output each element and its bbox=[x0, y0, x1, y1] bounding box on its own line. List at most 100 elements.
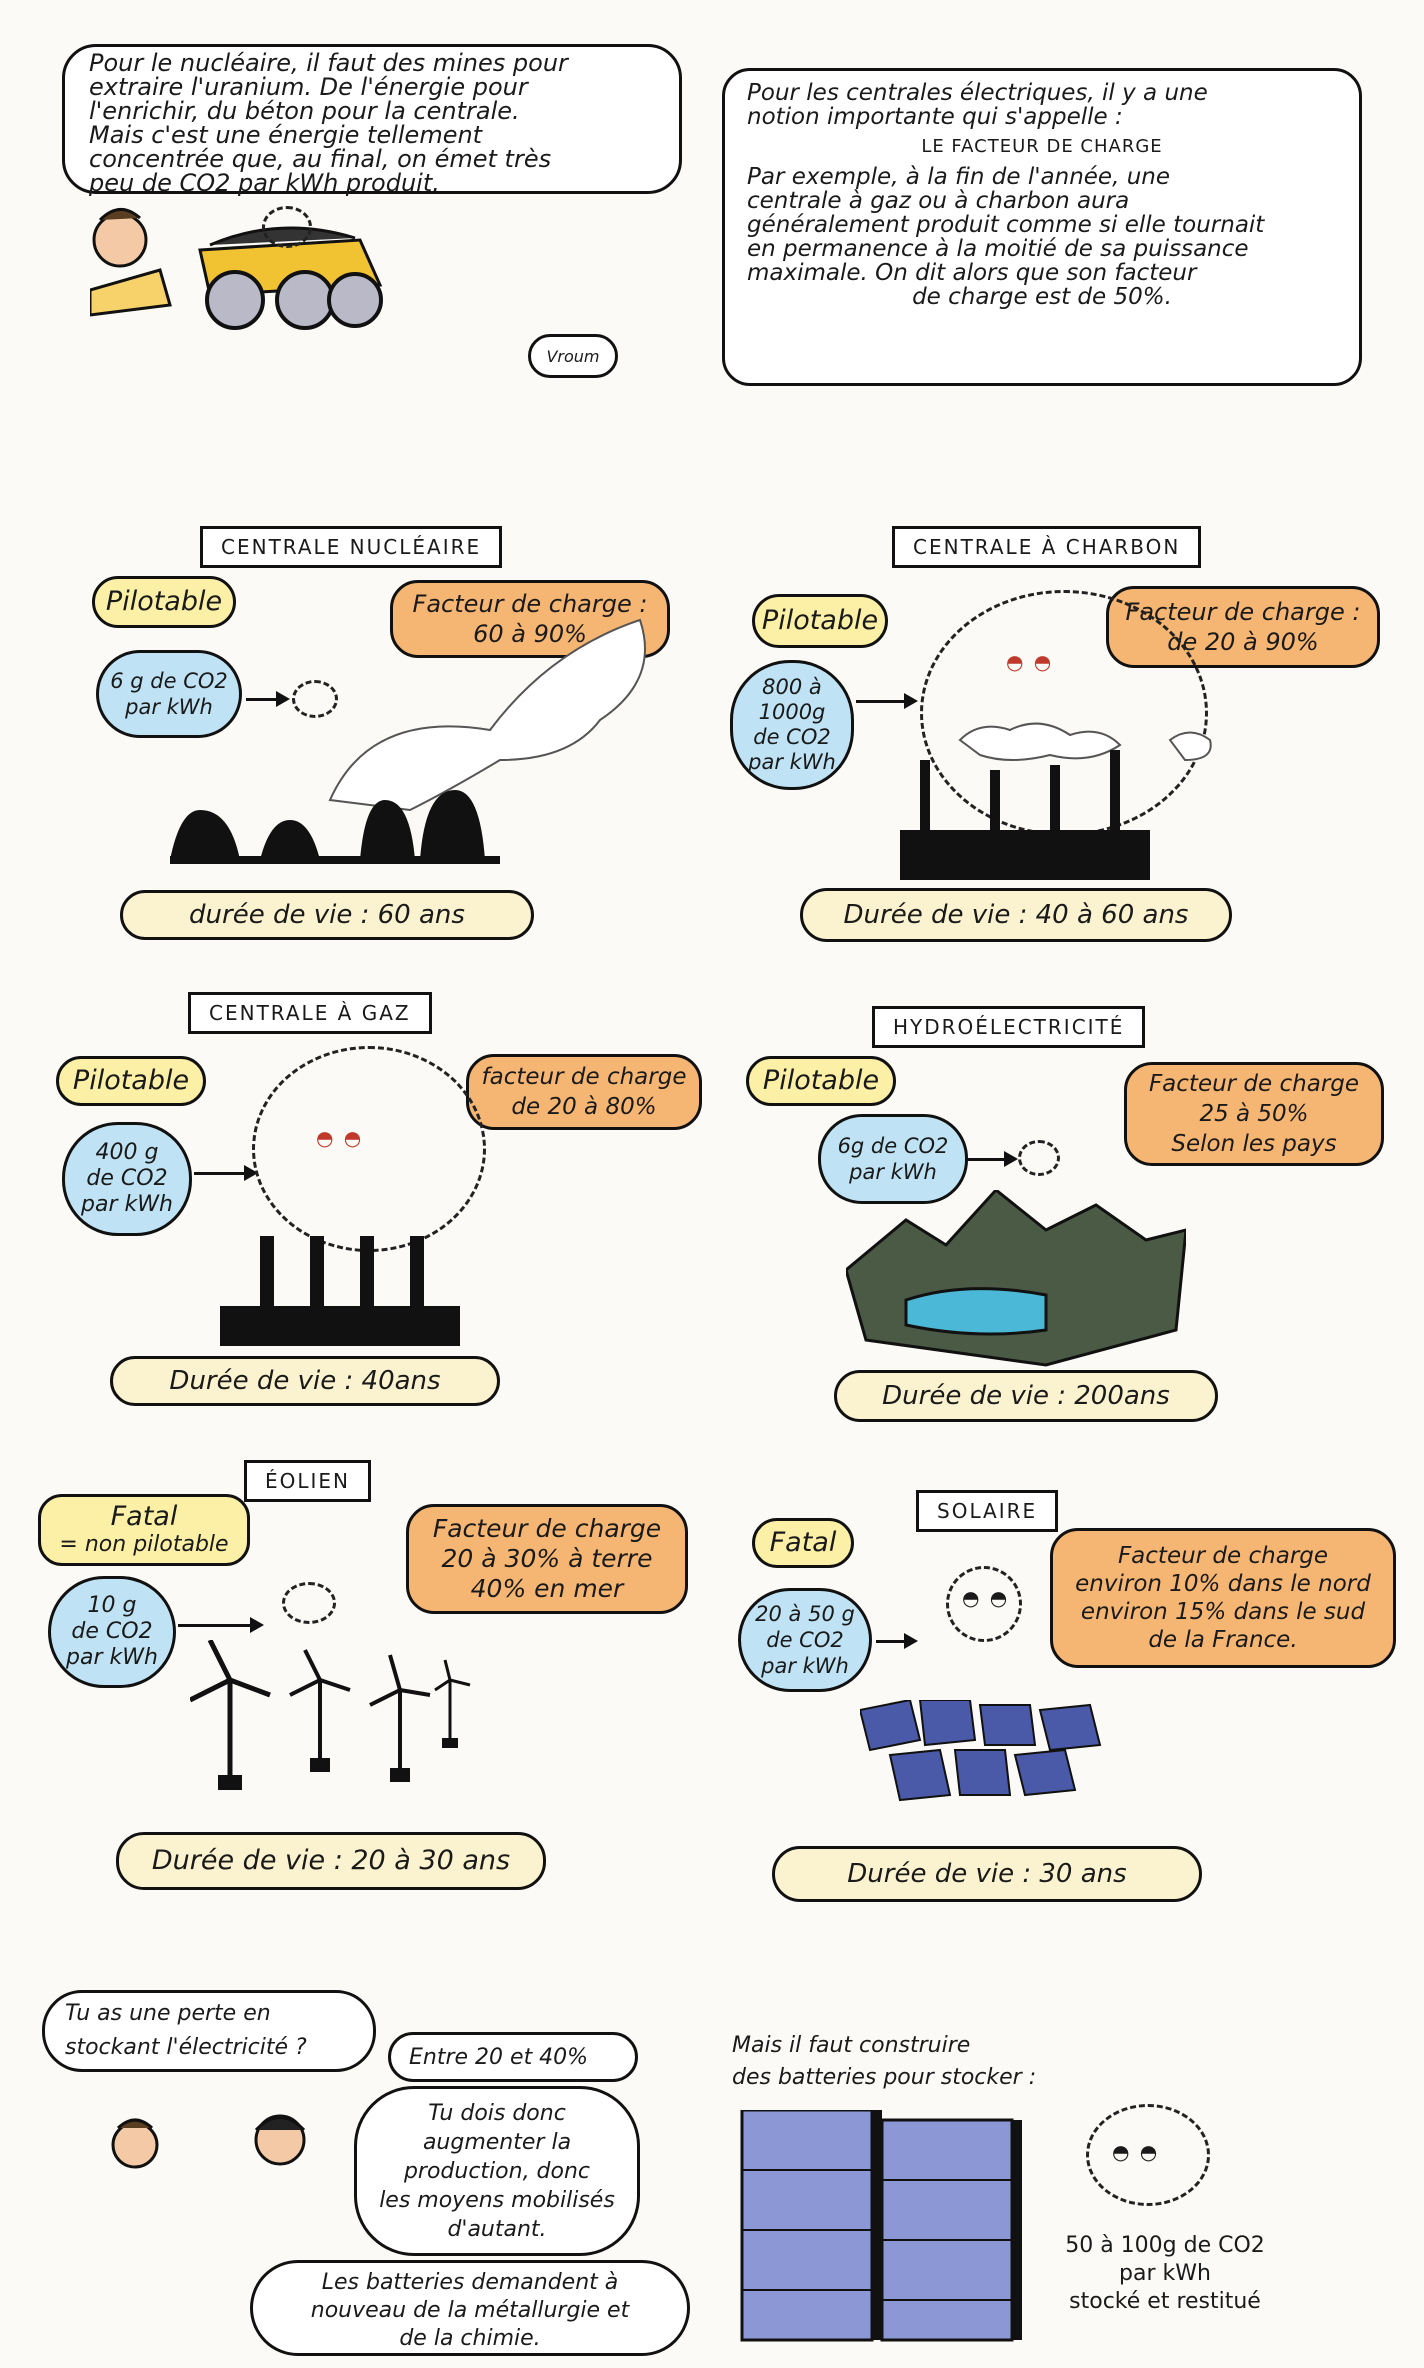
text-line: Mais c'est une énergie tellement bbox=[89, 121, 483, 149]
solar-title: Solaire bbox=[916, 1490, 1059, 1532]
tag-text: Pilotable bbox=[762, 1065, 880, 1096]
gas-co2: 400 g de CO2 par kWh bbox=[62, 1122, 192, 1236]
load-line: 40% en mer bbox=[470, 1574, 624, 1603]
hydro-mountain-illustration bbox=[846, 1190, 1186, 1367]
text-line: stockant l'électricité ? bbox=[65, 2035, 307, 2060]
miner-truck-illustration bbox=[90, 208, 383, 330]
co2-line: de CO2 bbox=[86, 1166, 168, 1191]
co2-line: 1000g bbox=[758, 700, 826, 724]
text-line: Tu as une perte en bbox=[65, 2001, 271, 2026]
solar-arrow bbox=[876, 1633, 918, 1649]
life-text: Durée de vie : 30 ans bbox=[847, 1859, 1127, 1889]
battery-bubble-eyes-icon: ◓ ◓ bbox=[1112, 2140, 1160, 2164]
life-text: Durée de vie : 40 à 60 ans bbox=[843, 900, 1189, 930]
battery-racks-illustration bbox=[740, 2110, 1022, 2342]
co2-line: par kWh bbox=[125, 695, 213, 719]
gas-lifespan: Durée de vie : 40ans bbox=[110, 1356, 500, 1406]
life-text: Durée de vie : 40ans bbox=[169, 1366, 441, 1396]
load-line: 60 à 90% bbox=[473, 620, 587, 648]
hydro-arrow bbox=[968, 1151, 1018, 1167]
tag-text: Fatal bbox=[110, 1501, 178, 1532]
vroum-bubble: Vroum bbox=[528, 334, 618, 378]
tag-text: Fatal bbox=[769, 1527, 837, 1558]
co2-line: par kWh bbox=[748, 750, 836, 774]
coal-lifespan: Durée de vie : 40 à 60 ans bbox=[800, 888, 1232, 942]
text-line: Pour les centrales électriques, il y a u… bbox=[747, 80, 1208, 106]
load-line: de la France. bbox=[1148, 1627, 1298, 1653]
nuclear-co2: 6 g de CO2 par kWh bbox=[96, 650, 242, 738]
text-line: Pour le nucléaire, il faut des mines pou… bbox=[89, 49, 568, 77]
load-line: de 20 à 80% bbox=[511, 1094, 657, 1120]
co2-line: de CO2 bbox=[71, 1619, 153, 1644]
hydro-title: Hydroélectricité bbox=[872, 1006, 1146, 1048]
character-faces-illustration bbox=[111, 2114, 306, 2169]
load-line: 20 à 30% à terre bbox=[441, 1544, 653, 1573]
text-line: Mais il faut construire bbox=[732, 2033, 971, 2058]
wind-arrow bbox=[178, 1617, 264, 1633]
co2-line: 6 g de CO2 bbox=[110, 669, 228, 693]
text-line: Les batteries demandent à bbox=[321, 2270, 619, 2295]
battery-co2-text: 50 à 100g de CO2 par kWh stocké et resti… bbox=[1030, 2232, 1300, 2316]
text-line: concentrée que, au final, on émet très bbox=[89, 145, 552, 173]
load-line: Facteur de charge : bbox=[412, 590, 648, 618]
text-line: centrale à gaz ou à charbon aura bbox=[747, 188, 1130, 214]
text-line: augmenter la bbox=[422, 2130, 572, 2155]
coal-tag: Pilotable bbox=[752, 594, 888, 648]
co2-line: par kWh bbox=[761, 1654, 849, 1678]
solar-tag: Fatal bbox=[752, 1518, 854, 1568]
coal-title: Centrale à charbon bbox=[892, 526, 1202, 568]
text-line: les moyens mobilisés bbox=[379, 2188, 615, 2213]
load-line: Facteur de charge bbox=[1148, 1071, 1360, 1097]
tag-text: Pilotable bbox=[761, 605, 879, 636]
text-line: Par exemple, à la fin de l'année, une bbox=[747, 164, 1171, 190]
life-text: Durée de vie : 200ans bbox=[882, 1381, 1170, 1411]
load-line: 25 à 50% bbox=[1199, 1101, 1309, 1127]
hydro-co2: 6g de CO2 par kWh bbox=[818, 1114, 968, 1204]
load-line: Facteur de charge : bbox=[1125, 598, 1361, 626]
solar-co2-bubble bbox=[946, 1566, 1022, 1642]
co2-line: de CO2 bbox=[766, 1628, 844, 1652]
load-line: de 20 à 90% bbox=[1167, 628, 1319, 656]
wind-co2: 10 g de CO2 par kWh bbox=[48, 1576, 176, 1688]
battery-caption: Mais il faut construire des batteries po… bbox=[732, 2030, 1036, 2094]
load-line: environ 10% dans le nord bbox=[1075, 1571, 1371, 1597]
nuclear-plant-illustration bbox=[170, 618, 646, 864]
battery-co2-bubble bbox=[1086, 2104, 1210, 2206]
text-line: extraire l'uranium. De l'énergie pour bbox=[89, 73, 528, 101]
text-line: d'autant. bbox=[447, 2217, 547, 2242]
intro-right-bubble: Pour les centrales électriques, il y a u… bbox=[722, 68, 1362, 386]
text-line: Tu dois donc bbox=[428, 2101, 566, 2126]
co2-line: 6g de CO2 bbox=[837, 1134, 949, 1158]
vroum-text: Vroum bbox=[546, 347, 600, 366]
solar-lifespan: Durée de vie : 30 ans bbox=[772, 1846, 1202, 1902]
loss-answer-bubble: Entre 20 et 40% bbox=[388, 2032, 638, 2082]
nuclear-tag: Pilotable bbox=[92, 576, 236, 628]
text-line: de la chimie. bbox=[399, 2326, 541, 2351]
wind-tag: Fatal = non pilotable bbox=[38, 1494, 250, 1566]
intro-left-bubble: Pour le nucléaire, il faut des mines pou… bbox=[62, 44, 682, 197]
load-factor-term: Le facteur de charge bbox=[921, 136, 1163, 157]
solar-panels-illustration bbox=[860, 1700, 1102, 1802]
wind-co2-bubble bbox=[282, 1582, 336, 1624]
nuclear-arrow bbox=[246, 691, 290, 707]
hydro-load-factor: Facteur de charge 25 à 50% Selon les pay… bbox=[1124, 1062, 1384, 1166]
tag-subtext: = non pilotable bbox=[59, 1532, 229, 1557]
co2-line: par kWh bbox=[66, 1645, 158, 1670]
co2-line: 400 g bbox=[95, 1140, 159, 1165]
text-line: de charge est de 50%. bbox=[912, 284, 1172, 310]
co2-line: 800 à bbox=[762, 675, 822, 699]
text-line: Entre 20 et 40% bbox=[409, 2045, 589, 2070]
text-line: des batteries pour stocker : bbox=[732, 2065, 1037, 2090]
wind-load-factor: Facteur de charge 20 à 30% à terre 40% e… bbox=[406, 1504, 688, 1614]
gas-cloud-eyes-icon: ◓ ◓ bbox=[316, 1126, 364, 1150]
text-line: notion importante qui s'appelle : bbox=[747, 104, 1123, 130]
tag-text: Pilotable bbox=[72, 1065, 190, 1096]
text-line: stocké et restitué bbox=[1069, 2289, 1261, 2314]
wind-title: Éolien bbox=[244, 1460, 372, 1502]
tag-text: Pilotable bbox=[105, 586, 223, 617]
solar-bubble-eyes-icon: ◓ ◓ bbox=[962, 1586, 1010, 1610]
hydro-lifespan: Durée de vie : 200ans bbox=[834, 1370, 1218, 1422]
driver-thought-circle bbox=[262, 206, 312, 248]
text-line: peu de CO2 par kWh produit. bbox=[89, 169, 440, 197]
load-line: facteur de charge bbox=[481, 1064, 687, 1090]
